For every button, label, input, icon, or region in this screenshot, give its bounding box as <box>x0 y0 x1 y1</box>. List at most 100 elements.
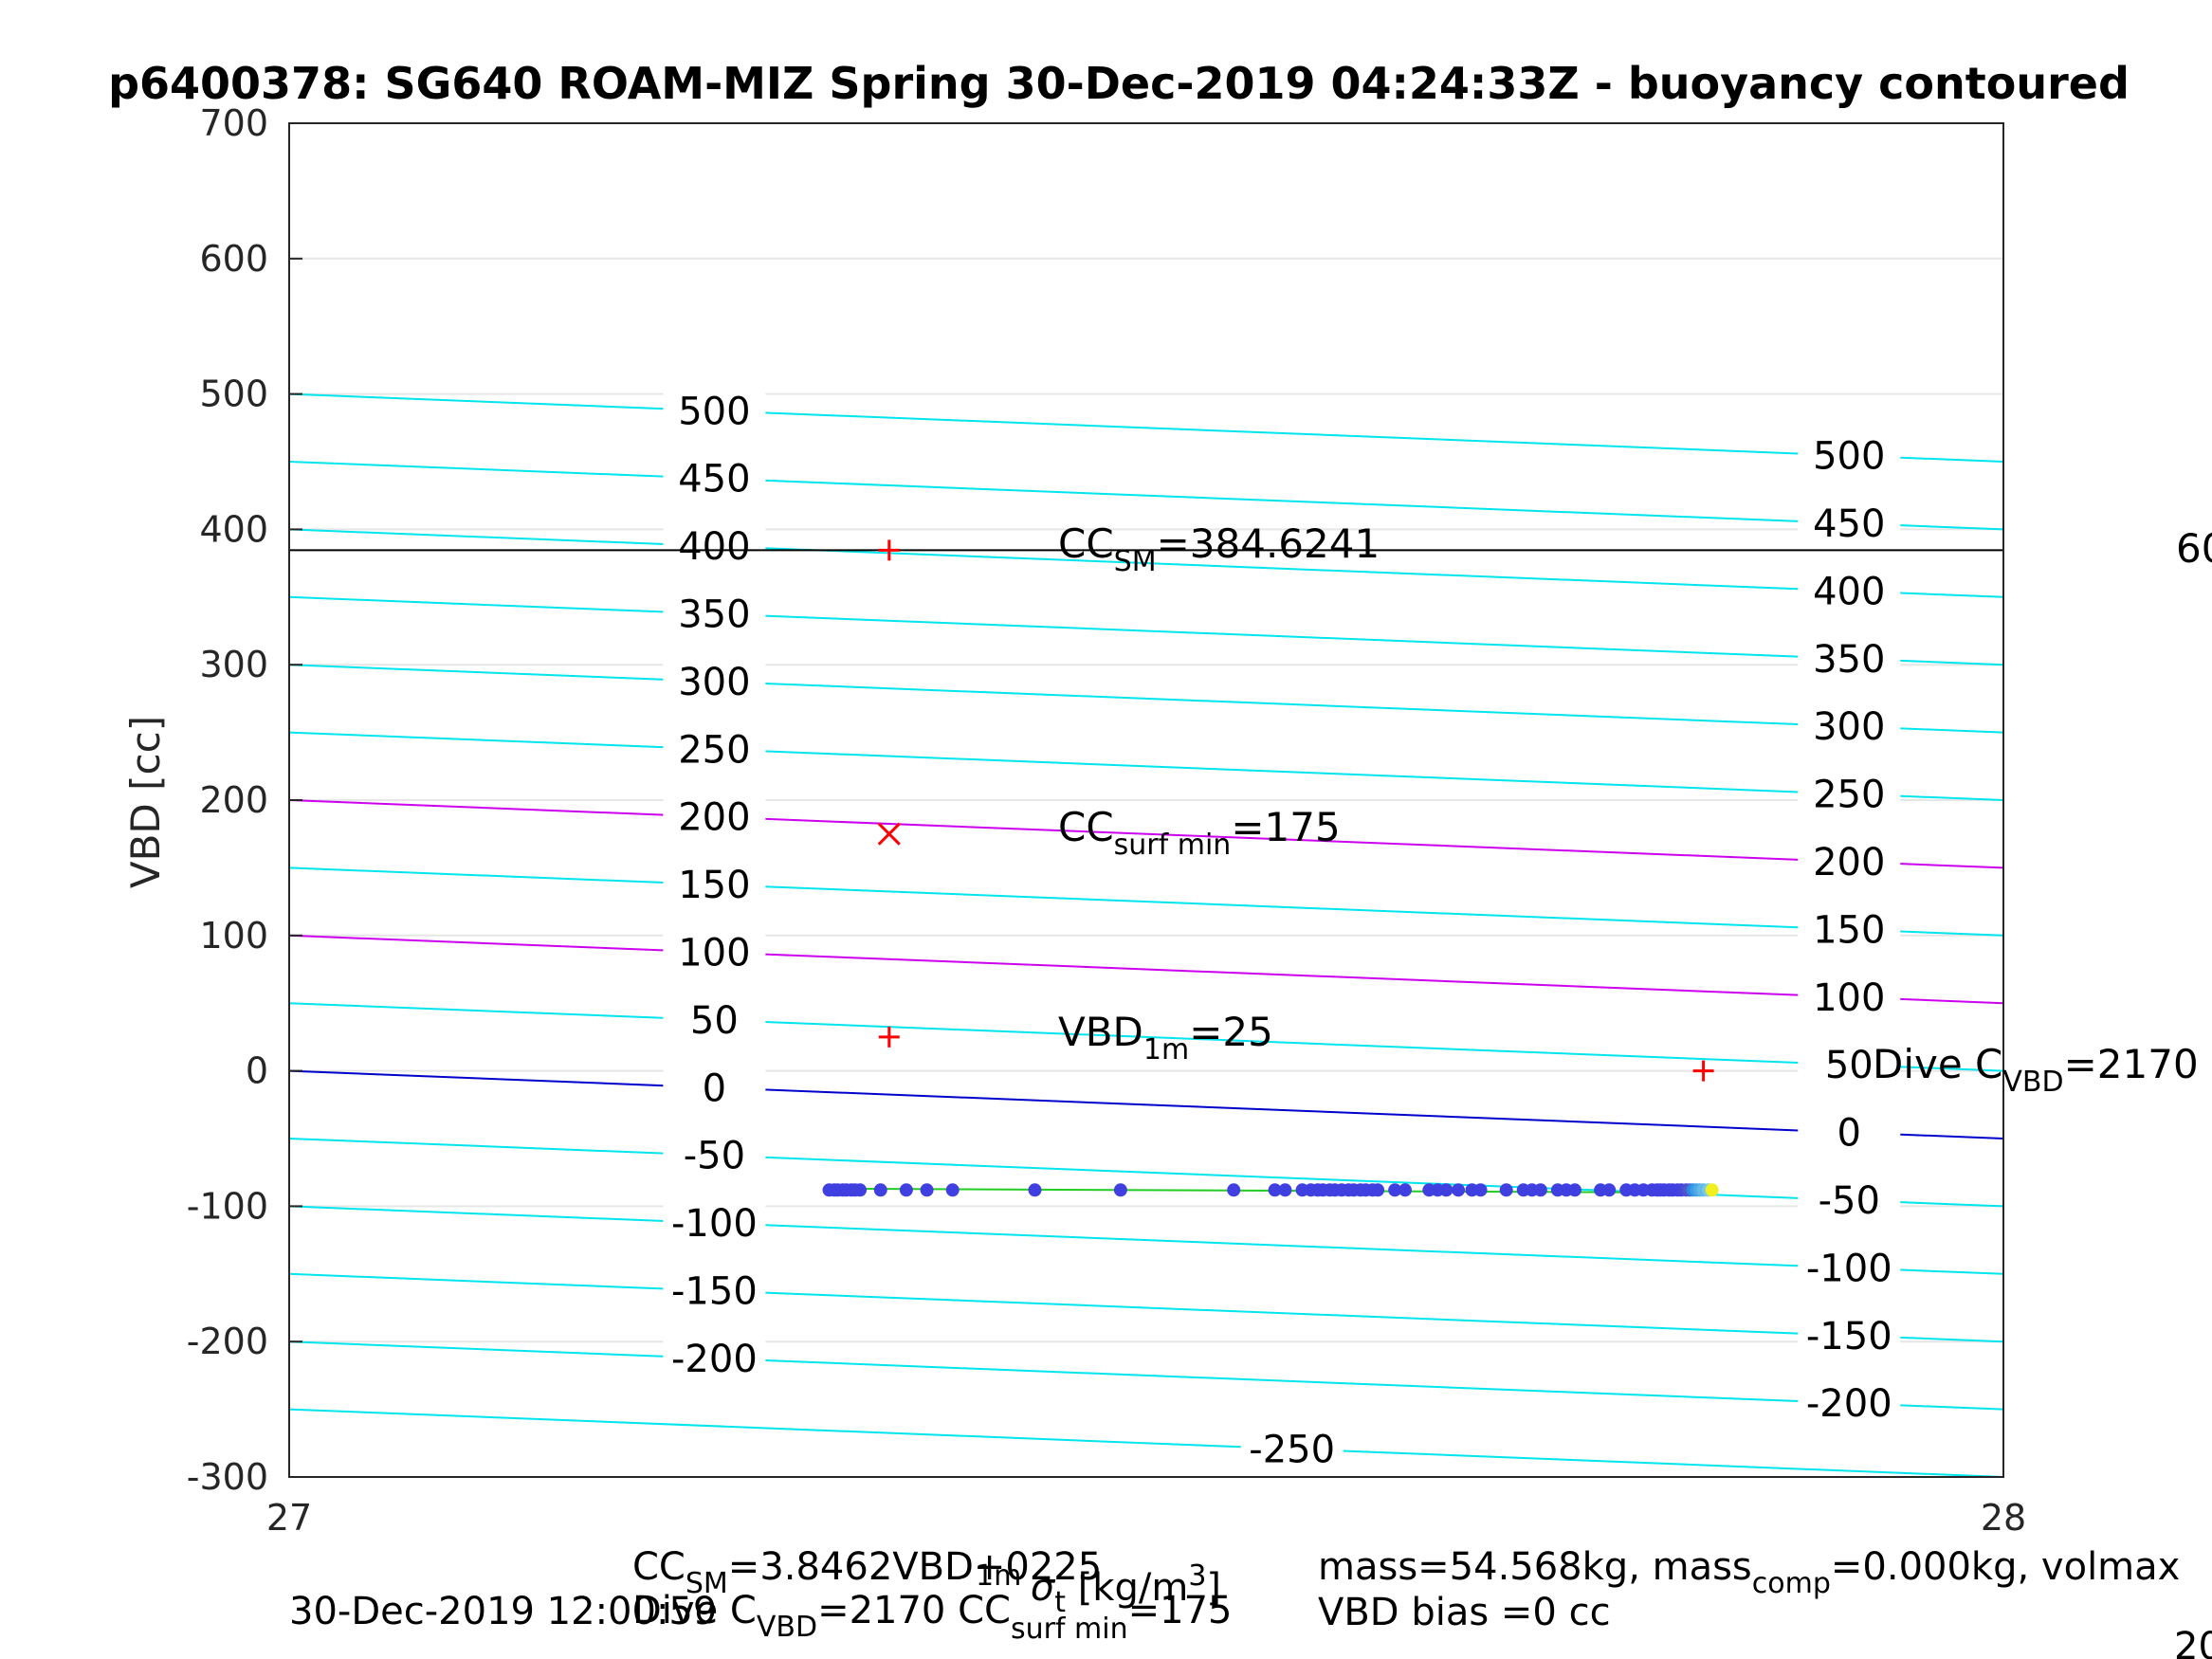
dive-point <box>945 1183 960 1197</box>
dive-point <box>1568 1183 1581 1197</box>
contour-line <box>288 934 2004 1005</box>
plus-marker <box>878 1026 900 1048</box>
contour-label-right: 0 <box>1837 1112 1861 1156</box>
contour-line <box>288 461 2004 531</box>
dive-point <box>920 1183 934 1197</box>
contour-label-bg <box>1798 906 1901 951</box>
annotation-dive-c-vbd: Dive CVBD=2170 <box>1873 1041 2199 1099</box>
footer-right-edge-value: 20 <box>2174 1625 2212 1659</box>
plus-marker <box>878 539 900 561</box>
contour-label-left: 350 <box>678 593 750 637</box>
contour-label-right: 200 <box>1813 841 1885 884</box>
contour-label-bg <box>1798 1109 1901 1154</box>
footer-timestamp: 30-Dec-2019 12:00:59 <box>289 1590 717 1633</box>
contour-labels: 500450400350300250200150100500-50-100-15… <box>663 388 1901 1471</box>
contour-label-right: 50 <box>1825 1044 1874 1087</box>
contour-line <box>288 664 2004 734</box>
y-tick-label: -100 <box>187 1185 268 1227</box>
contour-label-left: 200 <box>678 796 750 840</box>
dive-point <box>1227 1183 1241 1197</box>
contour-label-right: -200 <box>1806 1382 1892 1426</box>
contour-label-left: 500 <box>678 390 750 433</box>
contour-label-right: 300 <box>1813 705 1885 749</box>
dive-point <box>1439 1183 1453 1197</box>
contour-line <box>288 528 2004 598</box>
x-axis-label: 1m σt [kg/m3] <box>976 1559 1221 1619</box>
contour-label-bg <box>1798 1245 1901 1289</box>
contour-line <box>288 1069 2004 1139</box>
contour-label-bg <box>663 1132 766 1176</box>
y-tick-label: 400 <box>199 508 268 550</box>
dive-point <box>1278 1183 1292 1197</box>
contour-label-left: 400 <box>678 525 750 569</box>
contour-label-bg <box>1798 568 1901 612</box>
dive-point <box>1452 1183 1466 1197</box>
contour-label-left: 150 <box>678 864 750 907</box>
y-axis-label: VBD [cc] <box>122 716 169 888</box>
dive-point <box>1602 1183 1617 1197</box>
contour-label-right: 350 <box>1813 638 1885 682</box>
y-tick-label: 300 <box>199 644 268 685</box>
footer-vbd-bias: VBD bias =0 cc <box>1318 1591 1611 1634</box>
contour-label-right: 400 <box>1813 570 1885 613</box>
dive-point <box>853 1183 868 1197</box>
contour-label-bottom: -250 <box>1249 1428 1335 1471</box>
x-tick-label: 27 <box>266 1497 312 1539</box>
contour-label-bg <box>663 523 766 568</box>
dive-point <box>1398 1183 1413 1197</box>
contour-line <box>288 1408 2004 1478</box>
dive-point <box>1371 1183 1385 1197</box>
contour-label-left: 250 <box>678 728 750 772</box>
y-tick-label: 100 <box>199 915 268 957</box>
contour-label-bg <box>1798 974 1901 1018</box>
contour-label-right: -150 <box>1806 1315 1892 1358</box>
contour-label-bg <box>663 1335 766 1379</box>
contour-label-right: 250 <box>1813 774 1885 817</box>
annotation-cc-sm: CCSM=384.6241 <box>1058 520 1380 578</box>
chart-title: p6400378: SG640 ROAM-MIZ Spring 30-Dec-2… <box>108 58 2130 109</box>
contour-label-bg <box>1798 1042 1901 1086</box>
contour-line <box>288 799 2004 869</box>
dive-point <box>1388 1183 1402 1197</box>
grid-lines <box>289 122 2003 1478</box>
dive-point <box>1533 1183 1547 1197</box>
annotation-right-edge-value: 60 <box>2176 525 2212 572</box>
contour-label-bg <box>1798 500 1901 544</box>
contour-label-bg <box>1798 1380 1901 1425</box>
contour-label-bg <box>1798 703 1901 748</box>
contour-line <box>288 595 2004 666</box>
buoyancy-contours <box>288 392 2004 1478</box>
contour-label-bg <box>663 1267 766 1312</box>
contour-line <box>288 1205 2004 1275</box>
contour-label-bg <box>663 1065 766 1109</box>
contour-label-bg <box>1798 838 1901 883</box>
dive-point <box>899 1183 913 1197</box>
contour-label-bg <box>663 726 766 771</box>
contour-line <box>288 1272 2004 1343</box>
contour-label-bg <box>663 388 766 432</box>
y-axis-ticks: -300 -200 -100 0 100 200 300 400 500 600 700 <box>187 102 302 1498</box>
contour-label-bg <box>1798 1312 1901 1357</box>
contour-label-bg <box>663 996 766 1041</box>
contour-label-right: 150 <box>1813 908 1885 952</box>
dive-point <box>1028 1183 1042 1197</box>
contour-label-left: -50 <box>684 1135 745 1178</box>
contour-line <box>288 1002 2004 1072</box>
contour-line <box>288 731 2004 801</box>
contour-line <box>288 392 2004 463</box>
contour-label-right: 500 <box>1813 435 1885 479</box>
contour-label-bg <box>663 929 766 974</box>
dive-point <box>873 1183 887 1197</box>
contour-label-left: 50 <box>690 999 739 1043</box>
y-tick-label: 200 <box>199 779 268 821</box>
contour-label-bg <box>663 455 766 500</box>
plus-marker <box>1692 1060 1714 1082</box>
contour-label-left: -100 <box>671 1202 758 1246</box>
contour-label-bg <box>1798 635 1901 680</box>
x-tick-label: 28 <box>1981 1497 2026 1539</box>
contour-line <box>288 1138 2004 1208</box>
y-tick-label: -300 <box>187 1456 268 1498</box>
y-tick-label: 500 <box>199 374 268 415</box>
x-axis-ticks: 27 28 <box>266 1464 2026 1539</box>
